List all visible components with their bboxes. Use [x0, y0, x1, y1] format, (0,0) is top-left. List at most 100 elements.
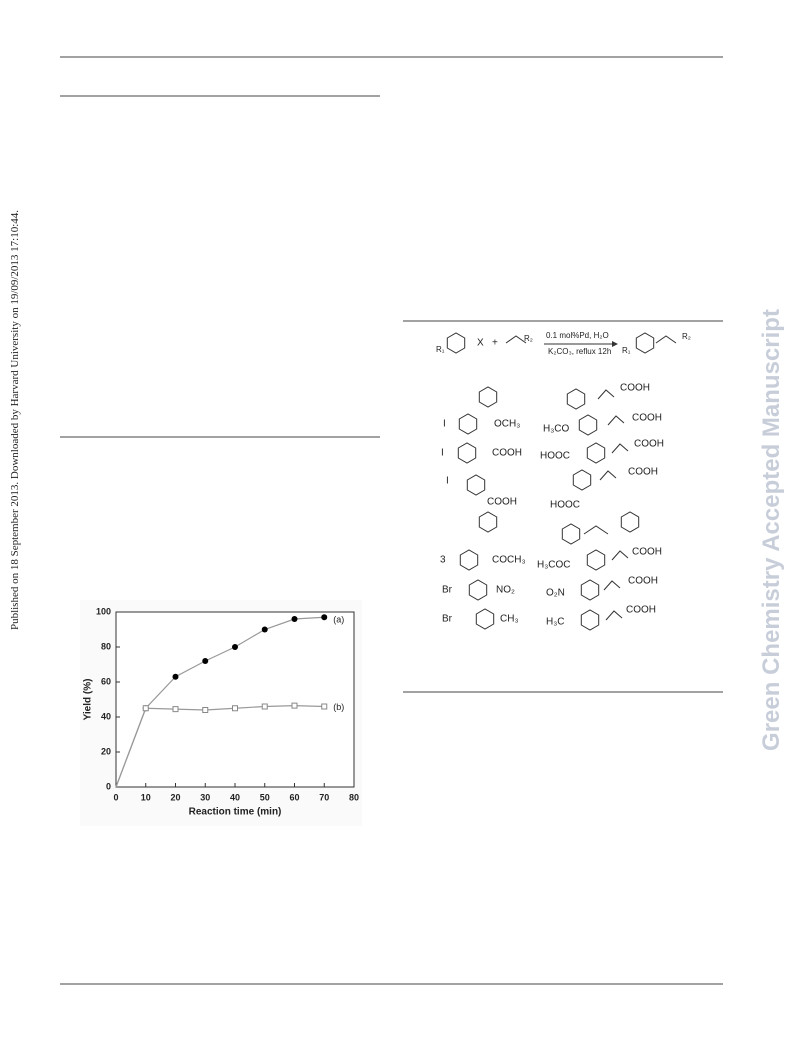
ring [635, 332, 655, 354]
y-tick-label: 100 [96, 606, 111, 616]
x-tick-label: 0 [113, 792, 118, 802]
point [172, 673, 179, 680]
x-tick-label: 60 [289, 792, 299, 802]
ring [459, 549, 479, 571]
series-label: (b) [333, 702, 344, 712]
label: R₂ [524, 334, 533, 343]
ring [572, 469, 592, 491]
series-line [115, 705, 325, 788]
ring [580, 579, 600, 601]
arrow-head [612, 341, 618, 347]
label: X [477, 338, 484, 349]
y-tick-label: 60 [101, 676, 111, 686]
y-tick-label: 0 [106, 781, 111, 791]
label: I [446, 476, 449, 487]
label: COOH [628, 576, 658, 587]
bond [583, 525, 609, 535]
label: NO₂ [496, 585, 515, 596]
y-tick-label: 40 [101, 711, 111, 721]
published-note: Published on 18 September 2013. Download… [9, 210, 21, 630]
label: COOH [620, 383, 650, 394]
label: 3 [440, 555, 446, 566]
label: COOH [487, 497, 517, 508]
label: R₁ [436, 345, 445, 354]
series-label: (a) [333, 615, 344, 625]
y-tick-label: 20 [101, 746, 111, 756]
label: K₂CO₃, reflux 12h [548, 347, 611, 356]
ring [466, 474, 486, 496]
series-line [115, 616, 325, 788]
bond [611, 443, 629, 454]
label: H₃COC [537, 560, 571, 571]
bond [655, 335, 677, 344]
ring [580, 609, 600, 631]
label: H₃CO [543, 424, 570, 435]
x-tick-label: 50 [260, 792, 270, 802]
x-tick-label: 70 [319, 792, 329, 802]
bond [599, 470, 617, 481]
journal-watermark: Green Chemistry Accepted Manuscript [758, 309, 785, 751]
point [291, 616, 298, 622]
label: 0.1 mol%Pd, H₂O [546, 331, 609, 340]
ring [561, 523, 581, 545]
y-tick-label: 80 [101, 641, 111, 651]
label: I [441, 448, 444, 459]
point [232, 705, 238, 712]
ring [446, 332, 466, 354]
label: HOOC [540, 451, 570, 462]
label: I [443, 419, 446, 430]
label: R₁ [622, 346, 631, 355]
ring [578, 414, 598, 436]
ring [620, 511, 640, 533]
x-tick-label: 80 [349, 792, 359, 802]
reaction-scheme: X + R₂ 0.1 mol%Pd, H₂O K₂CO₃, reflux 12h… [436, 331, 691, 631]
bond [597, 389, 615, 400]
label: COOH [626, 605, 656, 616]
label: HOOC [550, 500, 580, 511]
plot-frame [115, 611, 355, 788]
point [321, 703, 328, 710]
point [172, 706, 179, 713]
point [291, 702, 298, 709]
ring [478, 386, 498, 408]
label: + [492, 338, 498, 349]
bond [603, 580, 621, 591]
label: R₂ [682, 332, 691, 341]
x-tick-label: 10 [141, 792, 151, 802]
point [261, 703, 268, 710]
bond [505, 335, 527, 344]
ring [458, 413, 478, 435]
point [232, 644, 238, 650]
point [142, 705, 149, 712]
y-axis-label: Yield (%) [83, 679, 94, 721]
ring [586, 549, 606, 571]
point [202, 658, 209, 664]
bond [607, 415, 625, 426]
label: H₃C [546, 617, 565, 628]
ring [478, 511, 498, 533]
point [321, 614, 328, 621]
rules [60, 56, 723, 985]
ring [457, 442, 477, 464]
label: COCH₃ [492, 555, 526, 566]
x-tick-label: 30 [200, 792, 210, 802]
x-axis-label: Reaction time (min) [189, 807, 282, 818]
label: OCH₃ [494, 419, 520, 430]
label: Br [442, 614, 453, 625]
label: COOH [634, 439, 664, 450]
bond [605, 610, 623, 621]
point [202, 707, 209, 713]
ring [475, 608, 495, 630]
label: COOH [632, 413, 662, 424]
label: COOH [628, 467, 658, 478]
ring [566, 388, 586, 410]
x-tick-label: 40 [230, 792, 240, 802]
ring [468, 579, 488, 601]
label: CH₃ [500, 614, 519, 625]
x-tick-label: 20 [170, 792, 180, 802]
label: Br [442, 585, 453, 596]
label: COOH [632, 547, 662, 558]
bond [611, 550, 629, 561]
